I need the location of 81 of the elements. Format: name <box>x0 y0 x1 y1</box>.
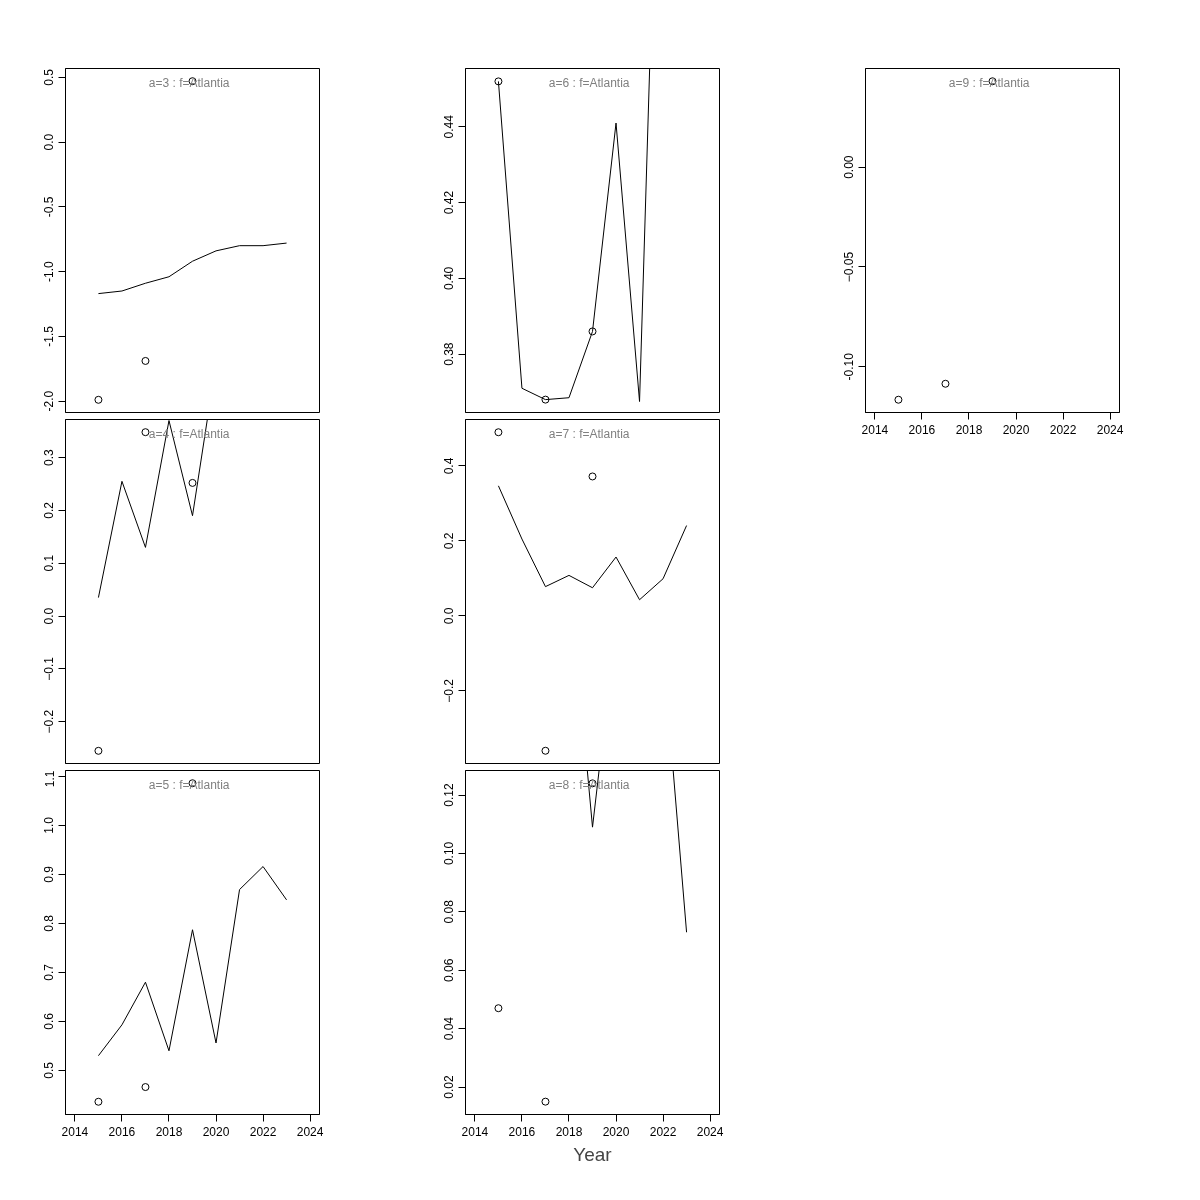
y-tick-label: 0.04 <box>442 1016 457 1041</box>
point <box>141 1083 150 1092</box>
text: a=5 : f=Atlantia <box>148 777 230 792</box>
y-tick-label: 0.5 <box>42 1061 57 1079</box>
x-tick-label: 2014 <box>61 1124 89 1139</box>
x-tick-label: 2014 <box>461 1124 489 1139</box>
text: a=3 : f=Atlantia <box>148 75 230 90</box>
line-series <box>97 242 288 295</box>
x-tick-label: 2020 <box>202 1124 230 1139</box>
point <box>494 77 503 86</box>
point <box>588 327 597 336</box>
y-tick-label: 0.0 <box>442 607 457 625</box>
x-tick-label: 2024 <box>696 1124 724 1139</box>
y-tick-label: 0.44 <box>442 114 457 139</box>
y-tick-label: −0.2 <box>442 678 457 703</box>
point <box>141 356 150 365</box>
y-tick-label: 0.8 <box>42 914 57 932</box>
y-tick-label: 0.38 <box>442 342 457 366</box>
x-tick-label: 2020 <box>602 1124 630 1139</box>
y-tick-label: 0.2 <box>42 501 57 519</box>
y-tick-label: 0.00 <box>842 155 857 179</box>
text: a=7 : f=Atlantia <box>548 426 630 441</box>
y-tick-label: 0.4 <box>442 457 457 475</box>
y-tick-label: 0.2 <box>442 532 457 550</box>
x-tick-label: 2024 <box>296 1124 324 1139</box>
x-tick-label: 2016 <box>108 1124 136 1139</box>
point <box>141 428 150 437</box>
y-tick-label: 0.0 <box>42 133 57 151</box>
y-tick-label: 0.3 <box>42 448 57 466</box>
y-tick-label: −0.2 <box>42 709 57 734</box>
y-tick-label: 0.12 <box>442 783 457 807</box>
point <box>941 379 950 388</box>
x-tick-label: 2016 <box>508 1124 536 1139</box>
point <box>541 395 550 404</box>
y-tick-label: 1.1 <box>42 770 57 788</box>
x-tick-label: 2014 <box>861 422 889 437</box>
y-tick-label: 0.06 <box>442 958 457 982</box>
point <box>894 395 903 404</box>
y-tick-label: 1.0 <box>42 816 57 834</box>
point <box>588 472 597 481</box>
y-tick-label: 0.9 <box>42 865 57 883</box>
y-tick-label: 0.7 <box>42 963 57 981</box>
point <box>494 1004 503 1013</box>
y-tick-label: 0.40 <box>442 266 457 291</box>
point <box>494 428 503 437</box>
x-tick-label: 2016 <box>908 422 936 437</box>
y-tick-label: -0.10 <box>842 352 857 381</box>
y-tick-label: 0.08 <box>442 899 457 924</box>
y-tick-label: −0.1 <box>42 656 57 681</box>
point <box>94 746 103 755</box>
x-tick-label: 2018 <box>155 1124 183 1139</box>
y-tick-label: 0.5 <box>42 68 57 86</box>
y-tick-label: 0.10 <box>442 841 457 866</box>
x-tick-label: 2022 <box>649 1124 677 1139</box>
point <box>541 1097 550 1106</box>
text: a=9 : f=Atlantia <box>948 75 1030 90</box>
y-tick-label: -1.5 <box>42 325 57 347</box>
x-tick-label: 2018 <box>955 422 983 437</box>
y-tick-label: 0.1 <box>42 554 57 572</box>
y-tick-label: 0.42 <box>442 190 457 215</box>
y-tick-label: −0.05 <box>842 251 857 283</box>
y-tick-label: -0.5 <box>42 196 57 218</box>
text: a=6 : f=Atlantia <box>548 75 630 90</box>
y-tick-label: -1.0 <box>42 260 57 282</box>
x-tick-label: 2018 <box>555 1124 583 1139</box>
x-tick-label: 2020 <box>1002 422 1030 437</box>
line-series <box>497 68 651 403</box>
x-axis-title: Year <box>573 1143 613 1165</box>
y-tick-label: -2.0 <box>42 390 57 412</box>
y-tick-label: 0.6 <box>42 1012 57 1030</box>
x-tick-label: 2022 <box>1049 422 1077 437</box>
y-tick-label: 0.02 <box>442 1075 457 1099</box>
point <box>94 395 103 404</box>
y-tick-label: 0.0 <box>42 607 57 625</box>
x-tick-label: 2022 <box>249 1124 277 1139</box>
line-series <box>497 485 688 601</box>
line-series <box>97 866 288 1057</box>
point <box>94 1097 103 1106</box>
x-tick-label: 2024 <box>1096 422 1124 437</box>
point <box>188 478 197 487</box>
point <box>541 746 550 755</box>
